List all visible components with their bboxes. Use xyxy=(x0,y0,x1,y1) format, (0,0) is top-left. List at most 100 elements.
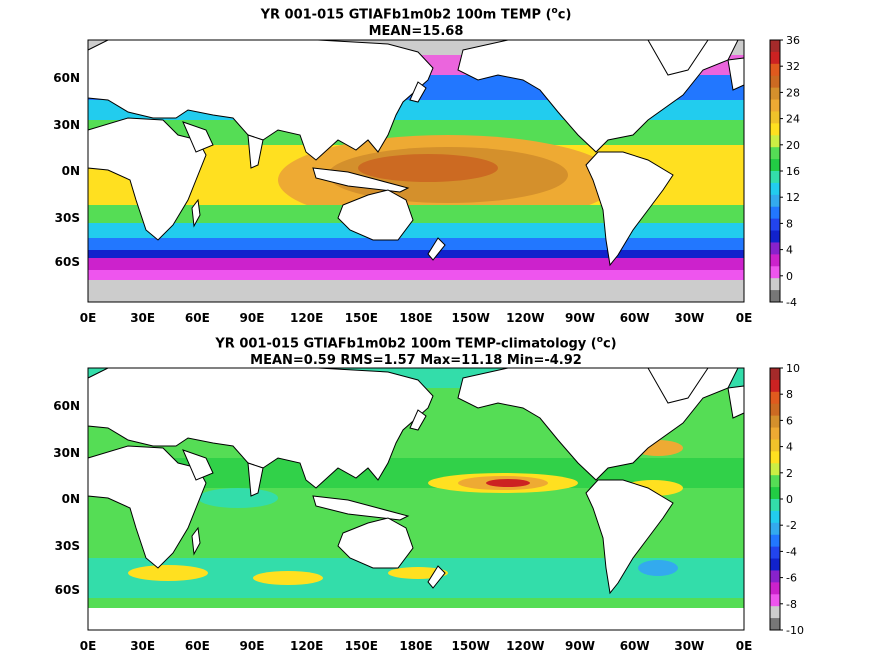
colorbar-tick-label: -4 xyxy=(786,296,797,309)
colorbar-swatch xyxy=(770,75,780,89)
panel1-lat-labels: 60N 30N 0N 30S 60S xyxy=(53,71,80,269)
lat-tick-label: 30N xyxy=(53,446,80,460)
colorbar-swatch xyxy=(770,451,780,464)
colorbar-tick-label: 16 xyxy=(786,165,800,178)
panel2-title-sup: o xyxy=(596,335,603,345)
panel2-title-unit: c) xyxy=(602,336,617,352)
colorbar-tick-label: 24 xyxy=(786,113,800,126)
panel1-subtitle: MEAN=15.68 xyxy=(368,24,464,40)
colorbar-swatch xyxy=(770,123,780,136)
colorbar-swatch xyxy=(770,463,780,476)
colorbar-swatch xyxy=(770,510,780,524)
colorbar-tick-label: 20 xyxy=(786,139,800,152)
lon-tick-label: 120W xyxy=(506,311,544,325)
colorbar-swatch xyxy=(770,522,780,536)
colorbar-swatch xyxy=(770,278,780,291)
lon-tick-label: 120E xyxy=(290,639,323,653)
lon-tick-label: 120E xyxy=(290,311,323,325)
colorbar-swatch xyxy=(770,582,780,595)
colorbar-tick-label: 32 xyxy=(786,60,800,73)
lon-tick-label: 30W xyxy=(674,311,704,325)
panel2-colorbar: 10 8 6 4 2 0 -2 -4 -6 -8 -10 xyxy=(769,362,804,637)
colorbar-swatch xyxy=(770,135,780,148)
lat-tick-label: 60N xyxy=(53,399,80,413)
lon-tick-label: 120W xyxy=(506,639,544,653)
colorbar-swatch xyxy=(770,171,780,184)
colorbar-swatch xyxy=(770,594,780,607)
colorbar-swatch xyxy=(770,290,780,303)
colorbar-swatch xyxy=(770,618,780,631)
lon-tick-label: 90W xyxy=(565,311,595,325)
colorbar-swatch xyxy=(770,206,780,220)
colorbar-tick-label: 2 xyxy=(786,467,793,480)
lat-tick-label: 60S xyxy=(55,255,80,269)
lon-tick-label: 90W xyxy=(565,639,595,653)
lat-tick-label: 30S xyxy=(55,211,80,225)
panel2-title-line1: YR 001-015 GTIAFb1m0b2 100m TEMP-climato… xyxy=(215,336,597,352)
colorbar-swatch xyxy=(770,182,780,196)
colorbar-swatch xyxy=(770,606,780,619)
colorbar-tick-label: 6 xyxy=(786,414,793,427)
colorbar-swatch xyxy=(770,147,780,160)
colorbar-tick-label: -6 xyxy=(786,572,797,585)
panel1-title: YR 001-015 GTIAFb1m0b2 100m TEMP (oc) ME… xyxy=(88,3,744,40)
colorbar-swatch xyxy=(770,194,780,208)
colorbar-swatch xyxy=(770,111,780,124)
lon-tick-label: 30E xyxy=(130,639,155,653)
colorbar-swatch xyxy=(770,415,780,429)
lon-tick-label: 90E xyxy=(240,639,265,653)
lon-tick-label: 60E xyxy=(185,639,210,653)
colorbar-tick-label: 0 xyxy=(786,493,793,506)
lon-tick-label: 30E xyxy=(130,311,155,325)
lon-tick-label: 150E xyxy=(345,311,378,325)
lat-tick-label: 30N xyxy=(53,118,80,132)
panel1-colorbar: 36 32 28 24 20 16 12 8 4 0 -4 xyxy=(769,34,800,309)
colorbar-swatch xyxy=(770,379,780,393)
lon-tick-label: 0E xyxy=(736,639,753,653)
colorbar-swatch xyxy=(770,391,780,405)
colorbar-tick-label: 4 xyxy=(786,441,793,454)
colorbar-tick-label: 8 xyxy=(786,388,793,401)
colorbar-swatch xyxy=(770,368,780,381)
lon-tick-label: 180E xyxy=(399,311,432,325)
panel2-lat-labels: 60N 30N 0N 30S 60S xyxy=(53,399,80,597)
lon-tick-label: 150W xyxy=(452,311,490,325)
colorbar-swatch xyxy=(770,159,780,172)
lon-tick-label: 30W xyxy=(674,639,704,653)
colorbar-swatch xyxy=(770,499,780,512)
lon-tick-label: 90E xyxy=(240,311,265,325)
colorbar-swatch xyxy=(770,254,780,267)
colorbar-tick-label: 28 xyxy=(786,86,800,99)
colorbar-tick-label: 8 xyxy=(786,217,793,230)
colorbar-swatch xyxy=(770,403,780,417)
colorbar-swatch xyxy=(770,427,780,440)
colorbar-swatch xyxy=(770,534,780,548)
colorbar-swatch xyxy=(770,51,780,65)
colorbar-tick-label: -10 xyxy=(786,624,804,637)
panel2-subtitle: MEAN=0.59 RMS=1.57 Max=11.18 Min=-4.92 xyxy=(250,353,582,369)
lon-tick-label: 150E xyxy=(345,639,378,653)
colorbar-swatch xyxy=(770,546,780,560)
colorbar-tick-label: 36 xyxy=(786,34,800,47)
lon-tick-label: 0E xyxy=(736,311,753,325)
colorbar-swatch xyxy=(770,218,780,232)
lat-tick-label: 0N xyxy=(62,492,80,506)
panel1-title-sup: o xyxy=(551,6,558,16)
lon-tick-label: 150W xyxy=(452,639,490,653)
colorbar-tick-label: 4 xyxy=(786,244,793,257)
lon-tick-label: 0E xyxy=(80,311,97,325)
panel1-map xyxy=(87,39,745,303)
lat-tick-label: 30S xyxy=(55,539,80,553)
panel1-title-unit: c) xyxy=(557,7,572,23)
panel2-title: YR 001-015 GTIAFb1m0b2 100m TEMP-climato… xyxy=(88,332,744,369)
lat-tick-label: 60N xyxy=(53,71,80,85)
lon-tick-label: 60W xyxy=(620,311,650,325)
lon-tick-label: 180E xyxy=(399,639,432,653)
colorbar-swatch xyxy=(770,63,780,77)
colorbar-swatch xyxy=(770,242,780,255)
colorbar-swatch xyxy=(770,40,780,53)
colorbar-tick-label: 10 xyxy=(786,362,800,375)
colorbar-tick-label: -2 xyxy=(786,519,797,532)
panel2-map xyxy=(87,367,745,631)
colorbar-tick-label: -4 xyxy=(786,545,797,558)
